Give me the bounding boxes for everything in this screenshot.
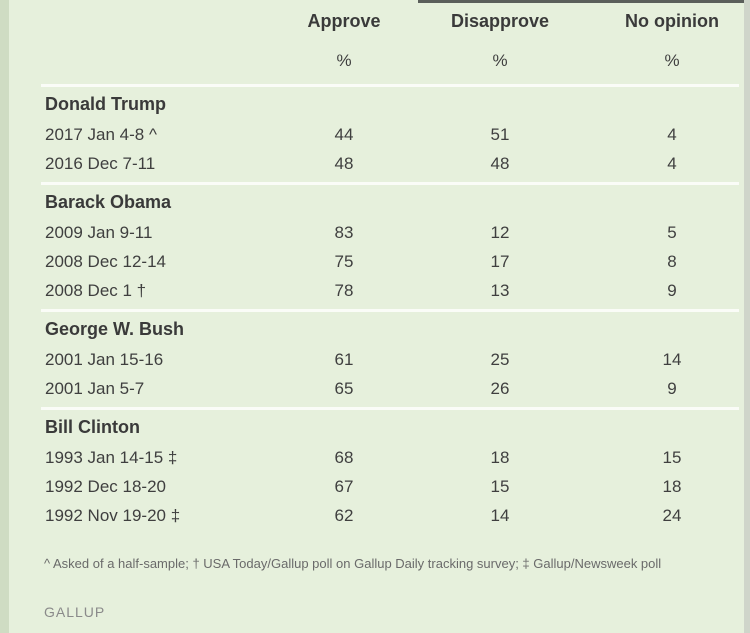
row-approve: 68 bbox=[334, 448, 354, 467]
table-header: Approve % Disapprove % No opinion % bbox=[40, 0, 740, 84]
row-date: 1992 Nov 19-20 ‡ bbox=[45, 506, 181, 525]
table-row: 1992 Dec 18-20 67 15 18 bbox=[40, 472, 740, 501]
header-approve-unit: % bbox=[336, 51, 352, 70]
table-row: 2017 Jan 4-8 ^ 44 51 4 bbox=[40, 120, 740, 149]
row-disapprove: 18 bbox=[490, 448, 510, 467]
row-date: 2009 Jan 9-11 bbox=[45, 223, 153, 242]
section-divider bbox=[41, 182, 739, 185]
row-approve: 48 bbox=[334, 154, 354, 173]
row-no-opinion: 15 bbox=[662, 448, 682, 467]
group-title-clinton: Bill Clinton bbox=[45, 417, 140, 437]
row-no-opinion: 18 bbox=[662, 477, 682, 496]
top-rule bbox=[418, 0, 744, 3]
row-approve: 65 bbox=[334, 379, 354, 398]
row-approve: 67 bbox=[334, 477, 354, 496]
row-no-opinion: 14 bbox=[662, 350, 682, 369]
row-no-opinion: 24 bbox=[662, 506, 682, 525]
table-row: 2008 Dec 12-14 75 17 8 bbox=[40, 247, 740, 276]
table-row: 1992 Nov 19-20 ‡ 62 14 24 bbox=[40, 501, 740, 530]
row-date: 2016 Dec 7-11 bbox=[45, 154, 156, 173]
row-disapprove: 12 bbox=[490, 223, 510, 242]
row-date: 2001 Jan 15-16 bbox=[45, 350, 164, 369]
row-date: 2001 Jan 5-7 bbox=[45, 379, 145, 398]
right-border bbox=[744, 0, 750, 633]
footnote: ^ Asked of a half-sample; † USA Today/Ga… bbox=[44, 556, 662, 571]
section-divider bbox=[41, 407, 739, 410]
header-approve-label: Approve bbox=[307, 11, 381, 31]
row-approve: 44 bbox=[334, 125, 354, 144]
section-divider bbox=[41, 84, 739, 87]
left-border bbox=[0, 0, 9, 633]
row-approve: 62 bbox=[334, 506, 354, 525]
header-no-opinion-unit: % bbox=[664, 51, 680, 70]
row-disapprove: 14 bbox=[490, 506, 510, 525]
row-date: 2017 Jan 4-8 ^ bbox=[45, 125, 157, 144]
row-date: 2008 Dec 12-14 bbox=[45, 252, 166, 271]
row-disapprove: 13 bbox=[490, 281, 510, 300]
row-disapprove: 48 bbox=[490, 154, 510, 173]
group-title-obama: Barack Obama bbox=[45, 192, 172, 212]
header-disapprove-unit: % bbox=[492, 51, 508, 70]
group-title-bush: George W. Bush bbox=[45, 319, 185, 339]
table-row: 1993 Jan 14-15 ‡ 68 18 15 bbox=[40, 443, 740, 472]
row-no-opinion: 4 bbox=[667, 125, 677, 144]
table-row: 2001 Jan 5-7 65 26 9 bbox=[40, 374, 740, 403]
row-disapprove: 26 bbox=[490, 379, 510, 398]
row-no-opinion: 9 bbox=[667, 281, 677, 300]
row-no-opinion: 4 bbox=[667, 154, 677, 173]
row-disapprove: 15 bbox=[490, 477, 510, 496]
row-disapprove: 17 bbox=[490, 252, 510, 271]
group-title-trump: Donald Trump bbox=[45, 94, 166, 114]
header-no-opinion-label: No opinion bbox=[625, 11, 719, 31]
row-no-opinion: 9 bbox=[667, 379, 677, 398]
row-approve: 75 bbox=[334, 252, 354, 271]
row-date: 1992 Dec 18-20 bbox=[45, 477, 166, 496]
row-no-opinion: 5 bbox=[667, 223, 677, 242]
table-row: 2016 Dec 7-11 48 48 4 bbox=[40, 149, 740, 178]
table-row: 2009 Jan 9-11 83 12 5 bbox=[40, 218, 740, 247]
row-date: 1993 Jan 14-15 ‡ bbox=[45, 448, 178, 467]
header-disapprove-label: Disapprove bbox=[450, 11, 550, 31]
row-disapprove: 25 bbox=[490, 350, 510, 369]
row-approve: 61 bbox=[334, 350, 354, 369]
table-row: 2001 Jan 15-16 61 25 14 bbox=[40, 345, 740, 374]
source-label: GALLUP bbox=[44, 604, 106, 620]
row-approve: 83 bbox=[334, 223, 354, 242]
row-approve: 78 bbox=[334, 281, 354, 300]
row-no-opinion: 8 bbox=[667, 252, 677, 271]
poll-table: Approve % Disapprove % No opinion % Dona… bbox=[40, 0, 740, 530]
table-row: 2008 Dec 1 † 78 13 9 bbox=[40, 276, 740, 305]
row-date: 2008 Dec 1 † bbox=[45, 281, 147, 300]
row-disapprove: 51 bbox=[490, 125, 510, 144]
section-divider bbox=[41, 309, 739, 312]
